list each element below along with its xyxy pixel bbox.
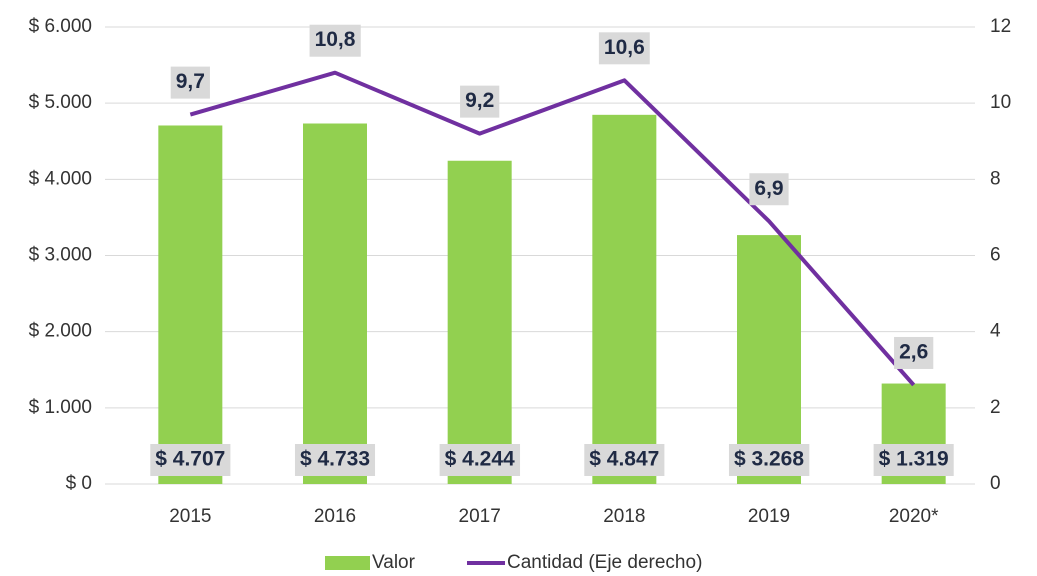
data-label-box — [460, 85, 500, 118]
data-label: $ 4.707 — [155, 448, 225, 471]
data-label: 10,8 — [315, 28, 356, 51]
y2-tick-label: 8 — [990, 168, 1001, 189]
data-label: $ 4.847 — [589, 448, 659, 471]
y-tick-label: $ 3.000 — [29, 245, 92, 266]
legend-swatch — [325, 556, 370, 570]
y2-tick-label: 0 — [990, 473, 1001, 494]
bar — [737, 235, 801, 484]
y2-tick-label: 4 — [990, 321, 1001, 342]
data-label-box — [294, 444, 376, 476]
data-label-box — [584, 444, 665, 476]
bar — [158, 125, 223, 485]
data-label: 9,2 — [465, 89, 494, 112]
data-label-box — [873, 444, 954, 476]
data-label-box — [728, 444, 810, 476]
line — [189, 70, 916, 387]
y2-tick-label: 10 — [990, 92, 1011, 113]
x-tick-label: 2020* — [889, 506, 939, 527]
data-label-box — [598, 32, 650, 65]
x-tick-label: 2016 — [314, 506, 356, 527]
bar — [592, 114, 657, 485]
x-tick-label: 2015 — [169, 506, 211, 527]
y2-tick-label: 6 — [990, 245, 1001, 266]
y-tick-label: $ 2.000 — [29, 321, 92, 342]
data-label: $ 4.733 — [300, 448, 370, 471]
bar — [447, 160, 512, 485]
y2-tick-label: 12 — [990, 16, 1011, 37]
y-tick-label: $ 0 — [66, 473, 92, 494]
data-label: $ 4.244 — [445, 448, 515, 471]
data-label-box — [309, 24, 361, 57]
data-label-box — [150, 444, 231, 476]
data-label-box — [749, 173, 789, 206]
y-tick-label: $ 4.000 — [29, 168, 92, 189]
data-label: 6,9 — [754, 177, 783, 200]
data-label-box — [170, 66, 210, 99]
y-tick-label: $ 5.000 — [29, 92, 92, 113]
x-tick-label: 2019 — [748, 506, 790, 527]
data-label: 9,7 — [176, 70, 205, 93]
data-label: 10,6 — [604, 36, 645, 59]
x-tick-label: 2017 — [459, 506, 501, 527]
data-label: $ 1.319 — [879, 448, 949, 471]
y-tick-label: $ 6.000 — [29, 16, 92, 37]
x-tick-label: 2018 — [603, 506, 645, 527]
legend-label: Valor — [372, 552, 416, 573]
data-label: 2,6 — [899, 341, 928, 364]
y2-tick-label: 2 — [990, 397, 1001, 418]
data-label-box — [894, 336, 934, 369]
y-tick-label: $ 1.000 — [29, 397, 92, 418]
data-label-box — [439, 444, 521, 476]
bar — [303, 123, 367, 484]
data-label: $ 3.268 — [734, 448, 804, 471]
legend-label: Cantidad (Eje derecho) — [507, 552, 702, 573]
